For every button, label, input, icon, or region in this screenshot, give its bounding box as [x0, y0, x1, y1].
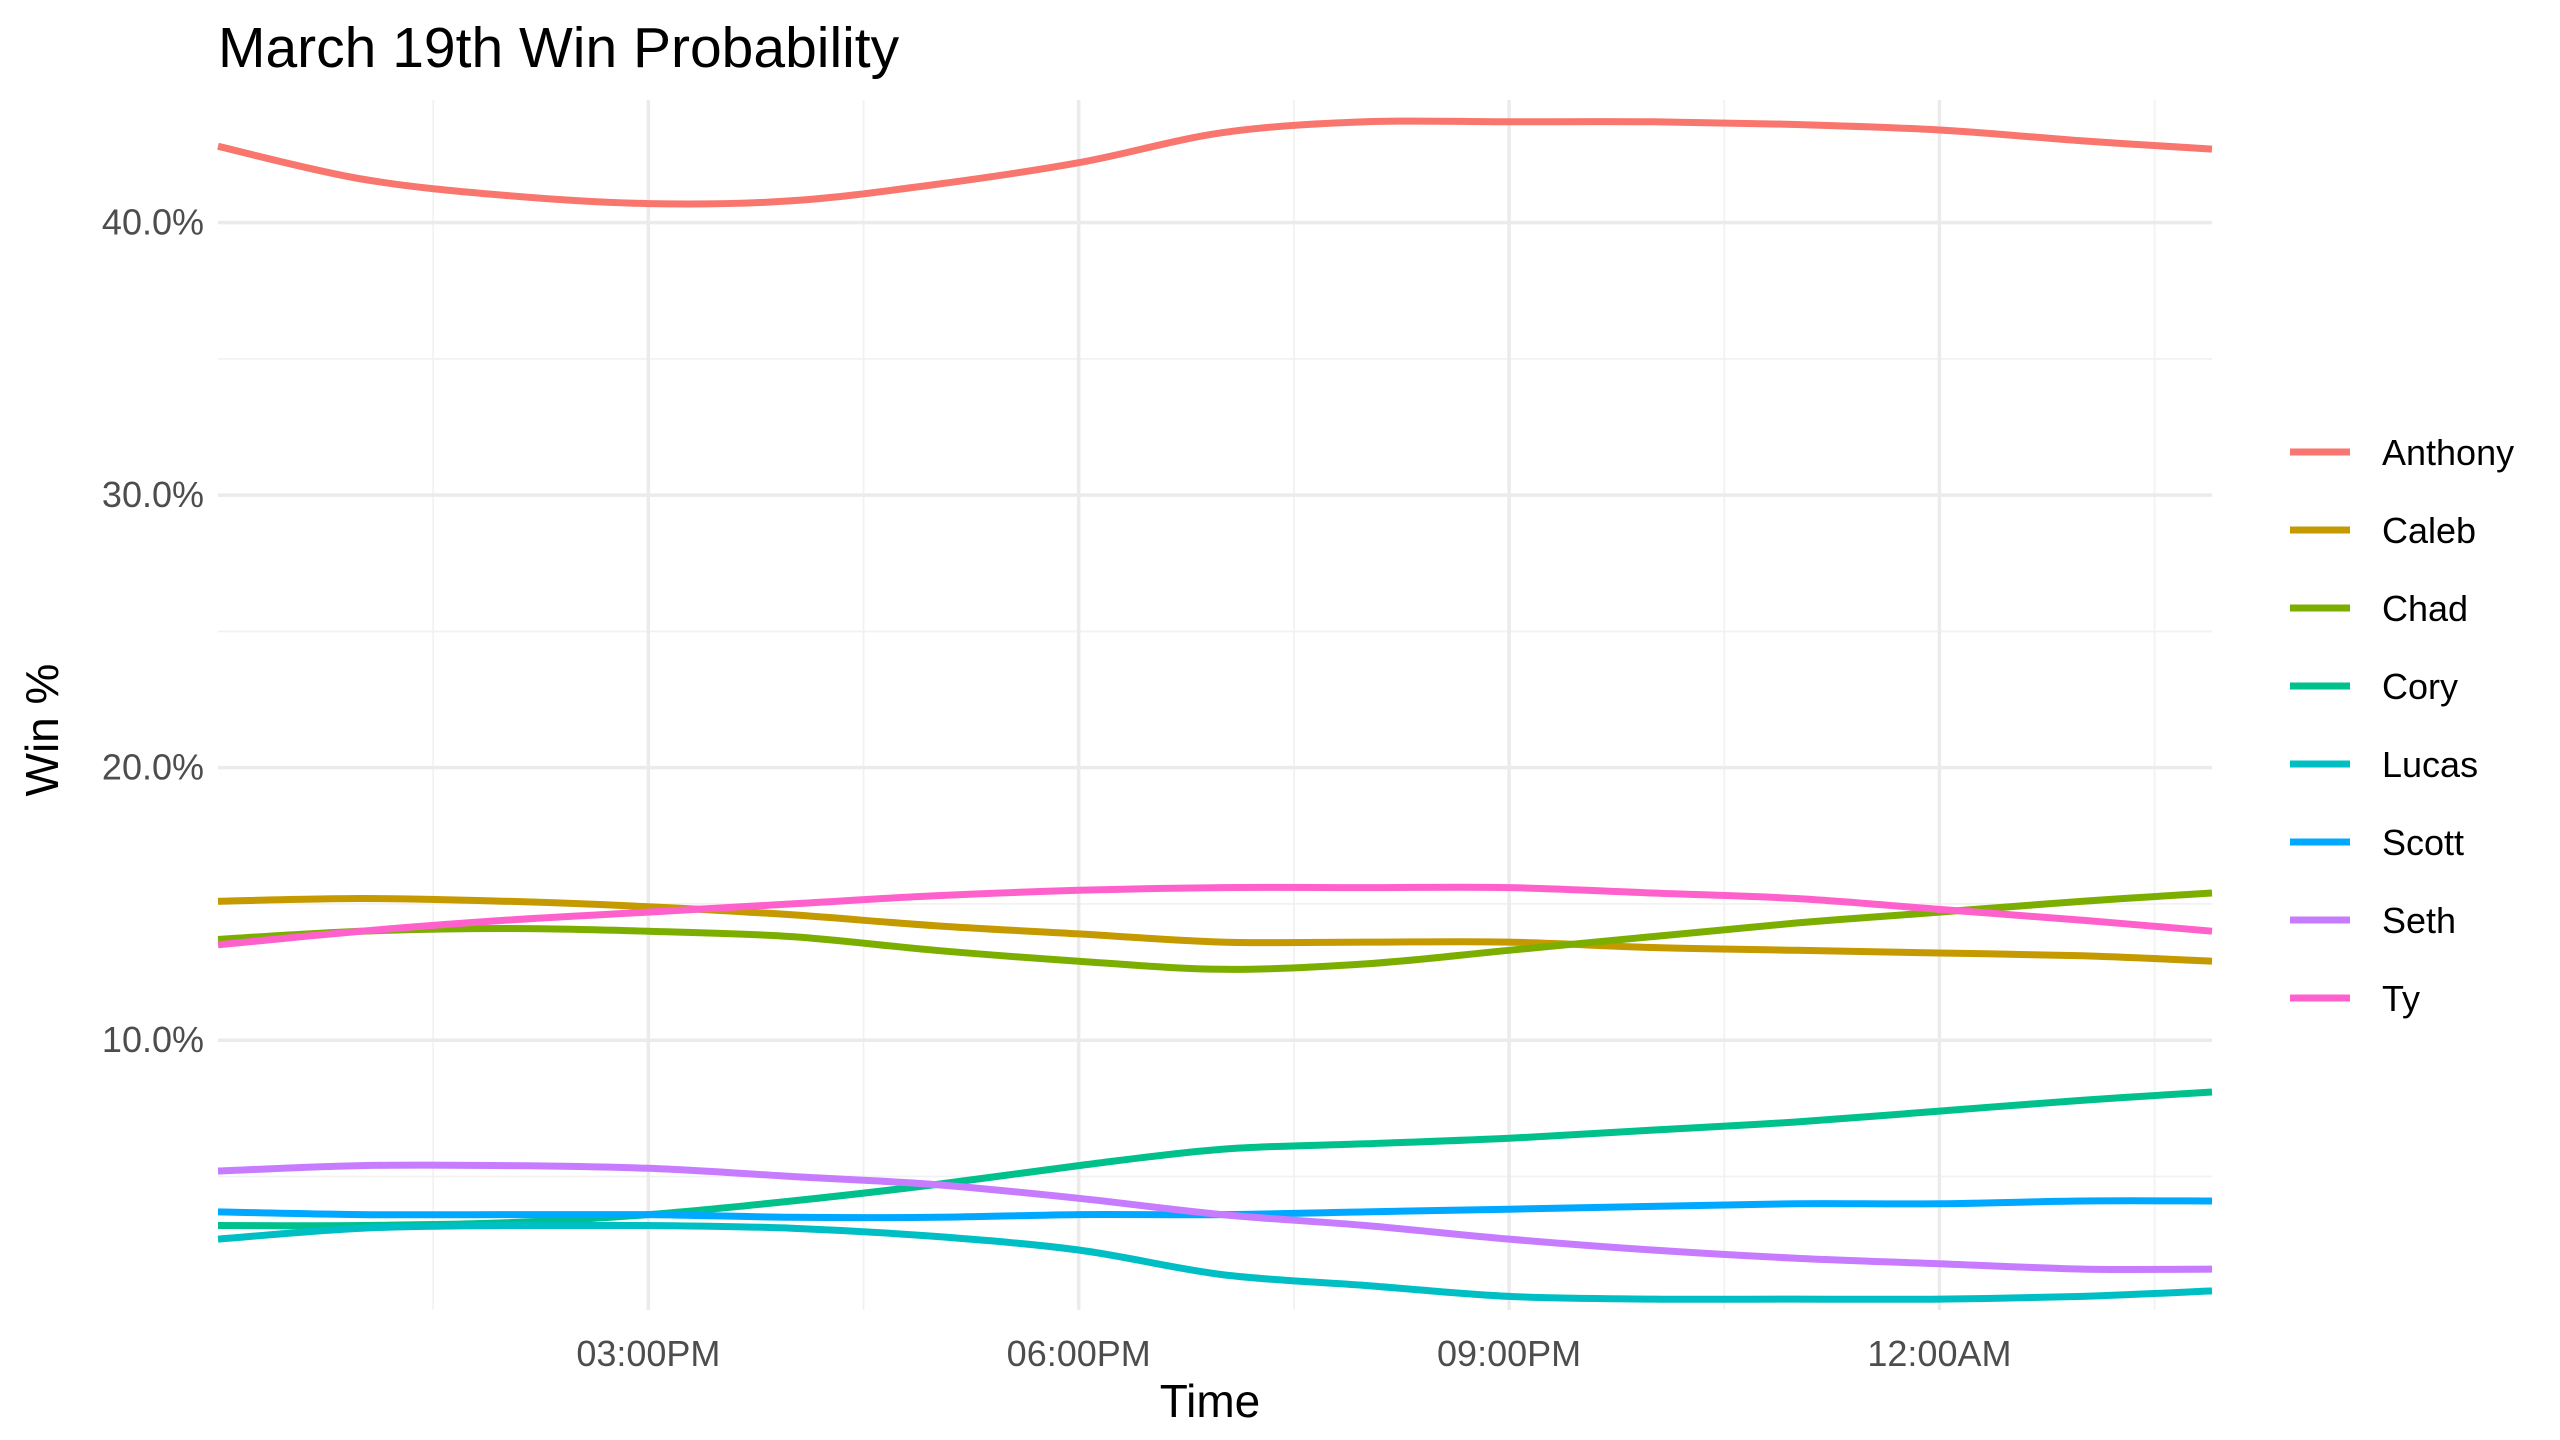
x-axis-ticks: 03:00PM 06:00PM 09:00PM 12:00AM: [576, 1333, 2011, 1374]
y-tick-label: 20.0%: [102, 747, 204, 788]
legend-label-lucas: Lucas: [2382, 744, 2478, 785]
series-lines: [217, 117, 2213, 1303]
legend: Anthony Caleb Chad Cory Lucas Scott Seth Ty: [2290, 432, 2514, 1019]
chart-title: March 19th Win Probability: [218, 16, 900, 80]
y-tick-label: 10.0%: [102, 1019, 204, 1060]
legend-label-cory: Cory: [2382, 666, 2458, 707]
x-tick-label: 09:00PM: [1437, 1333, 1581, 1374]
x-axis-title: Time: [1160, 1375, 1261, 1427]
legend-label-ty: Ty: [2382, 978, 2420, 1019]
legend-label-seth: Seth: [2382, 900, 2456, 941]
series-line-anthony: [217, 117, 2213, 208]
y-tick-label: 40.0%: [102, 202, 204, 243]
x-tick-label: 12:00AM: [1867, 1333, 2011, 1374]
legend-label-caleb: Caleb: [2382, 510, 2476, 551]
y-axis-title: Win %: [16, 664, 68, 797]
legend-label-scott: Scott: [2382, 822, 2464, 863]
series-line-seth: [217, 1161, 2213, 1273]
series-line-caleb: [217, 895, 2213, 965]
plot-grid: [218, 100, 2212, 1310]
series-line-cory: [217, 1088, 2213, 1230]
y-axis-ticks: 10.0% 20.0% 30.0% 40.0%: [102, 202, 204, 1061]
y-tick-label: 30.0%: [102, 474, 204, 515]
x-tick-label: 06:00PM: [1007, 1333, 1151, 1374]
series-line-lucas: [217, 1221, 2213, 1303]
series-line-chad: [217, 889, 2213, 973]
series-line-ty: [217, 883, 2213, 949]
legend-label-chad: Chad: [2382, 588, 2468, 629]
legend-label-anthony: Anthony: [2382, 432, 2514, 473]
x-tick-label: 03:00PM: [576, 1333, 720, 1374]
